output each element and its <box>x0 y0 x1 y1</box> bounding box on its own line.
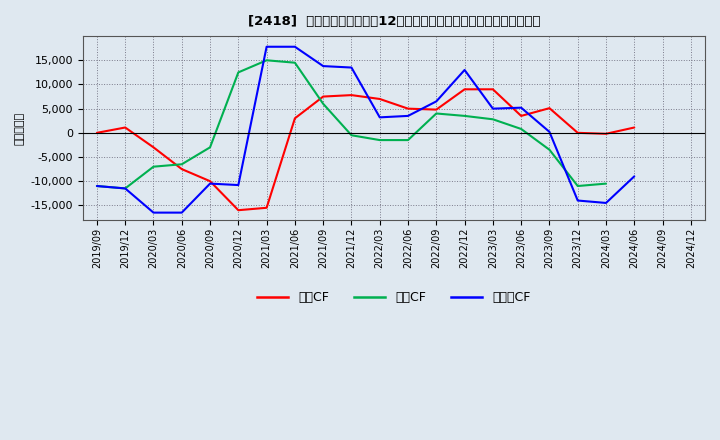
Legend: 営業CF, 投賃CF, フリーCF: 営業CF, 投賃CF, フリーCF <box>252 286 536 309</box>
Title: [2418]  キャッシュフローの12か月移動合計の対前年同期増減額の推移: [2418] キャッシュフローの12か月移動合計の対前年同期増減額の推移 <box>248 15 540 28</box>
Y-axis label: （百万円）: （百万円） <box>15 111 25 145</box>
